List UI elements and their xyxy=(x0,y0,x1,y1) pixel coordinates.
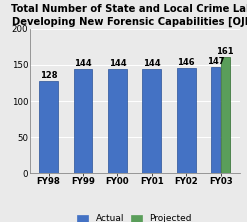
Bar xyxy=(221,57,230,173)
Title: Total Number of State and Local Crime Labs
Developing New Forensic Capabilities : Total Number of State and Local Crime La… xyxy=(11,4,247,27)
Bar xyxy=(177,68,196,173)
Text: 144: 144 xyxy=(143,59,161,68)
Bar xyxy=(142,69,161,173)
Bar xyxy=(211,67,221,173)
Bar xyxy=(74,69,92,173)
Text: 146: 146 xyxy=(177,58,195,67)
Text: 161: 161 xyxy=(217,47,234,56)
Legend: Actual, Projected: Actual, Projected xyxy=(78,214,192,222)
Text: 147: 147 xyxy=(207,57,225,66)
Text: 144: 144 xyxy=(109,59,126,68)
Bar xyxy=(39,81,58,173)
Text: 144: 144 xyxy=(74,59,92,68)
Bar xyxy=(108,69,127,173)
Text: 128: 128 xyxy=(40,71,57,80)
